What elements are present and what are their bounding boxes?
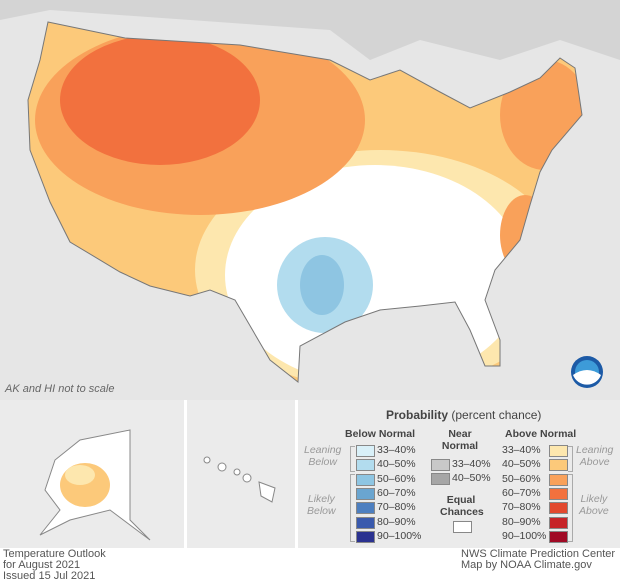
above-normal-label: 50–60% <box>502 472 541 485</box>
below-normal-swatch <box>356 502 375 515</box>
below-normal-swatch <box>356 516 375 529</box>
above-normal-label: 60–70% <box>502 486 541 499</box>
probability-legend: Probability (percent chance) Below Norma… <box>298 400 620 548</box>
above-normal-swatch <box>549 530 568 543</box>
map-svg <box>0 0 620 388</box>
below-normal-label: 90–100% <box>377 529 422 542</box>
above-normal-label: 33–40% <box>502 444 541 456</box>
likely-below-label: Likely Below <box>307 493 336 517</box>
likely-above-label: Likely Above <box>579 493 609 517</box>
footer-left: Temperature Outlook for August 2021 Issued… <box>3 548 106 582</box>
near-normal-swatch <box>431 473 450 486</box>
below-normal-label: 50–60% <box>377 472 416 485</box>
us-map: AK and HI not to scale <box>0 0 620 400</box>
legend-title: Probability (percent chance) <box>386 408 542 422</box>
above-normal-swatch <box>549 502 568 515</box>
footer-right: NWS Climate Prediction Center Map by NOAA… <box>461 548 616 571</box>
equal-chances-label: Equal Chances <box>440 494 484 518</box>
above-normal-label: 90–100% <box>502 529 547 542</box>
scale-note: AK and HI not to scale <box>5 383 115 395</box>
above-60-70-region <box>60 35 260 165</box>
leaning-below-label: Leaning Below <box>304 444 342 468</box>
below-normal-label: 33–40% <box>377 444 416 456</box>
below-normal-label: 60–70% <box>377 486 416 499</box>
above-normal-label: 80–90% <box>502 515 541 528</box>
below-normal-swatch <box>356 445 375 457</box>
alaska-inset <box>0 400 184 548</box>
below-normal-header: Below Normal <box>345 428 416 440</box>
below-normal-swatch <box>356 487 375 500</box>
above-normal-label: 70–80% <box>502 501 541 514</box>
below-normal-label: 40–50% <box>377 458 416 471</box>
above-normal-label: 40–50% <box>502 458 541 471</box>
below-normal-label: 80–90% <box>377 515 416 528</box>
near-normal-label: 40–50% <box>452 472 491 485</box>
near-normal-label: 33–40% <box>452 458 491 470</box>
above-normal-header: Above Normal <box>505 428 577 440</box>
hawaii-inset <box>187 400 295 548</box>
above-normal-swatch <box>549 459 568 472</box>
above-normal-swatch <box>549 473 568 486</box>
above-normal-swatch <box>549 516 568 529</box>
leaning-above-label: Leaning Above <box>576 444 614 468</box>
noaa-logo <box>571 356 603 388</box>
equal-chances-swatch <box>453 521 472 533</box>
near-normal-header: Near Normal <box>441 428 479 452</box>
near-normal-swatch <box>431 459 450 471</box>
below-normal-swatch <box>356 459 375 472</box>
below-normal-swatch <box>356 530 375 543</box>
below-normal-swatch <box>356 473 375 486</box>
above-normal-swatch <box>549 445 568 457</box>
above-normal-swatch <box>549 487 568 500</box>
below-normal-label: 70–80% <box>377 501 416 514</box>
